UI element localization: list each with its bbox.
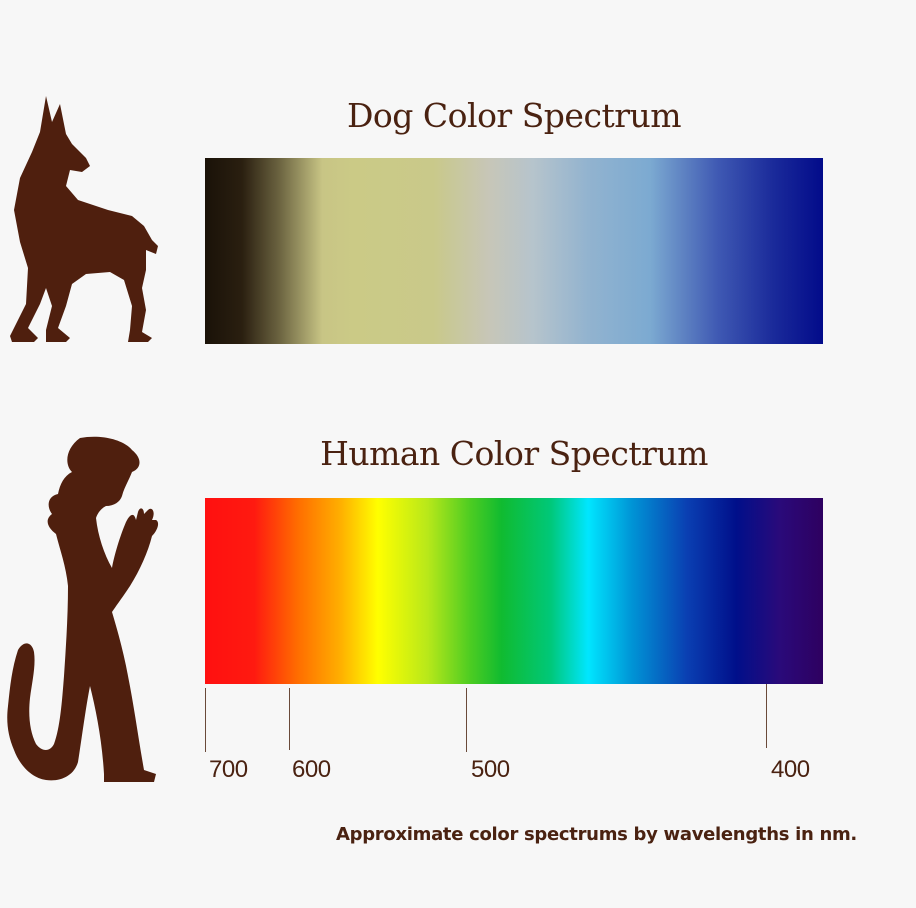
dog-spectrum-bar: [205, 158, 823, 344]
tick-line-400: [766, 684, 767, 748]
human-spectrum-bar: [205, 498, 823, 684]
human-spectrum-title: Human Color Spectrum: [320, 434, 708, 473]
tick-label-700: 700: [209, 756, 248, 783]
human-silhouette-icon: [7, 436, 159, 782]
dog-spectrum-title: Dog Color Spectrum: [346, 96, 682, 135]
tick-label-500: 500: [471, 756, 510, 783]
tick-line-700: [205, 688, 206, 752]
tick-line-500: [466, 688, 467, 752]
dog-silhouette-icon: [10, 96, 158, 342]
caption: Approximate color spectrums by wavelengt…: [336, 824, 857, 845]
tick-line-600: [289, 688, 290, 750]
tick-label-600: 600: [292, 756, 331, 783]
tick-label-400: 400: [771, 756, 810, 783]
